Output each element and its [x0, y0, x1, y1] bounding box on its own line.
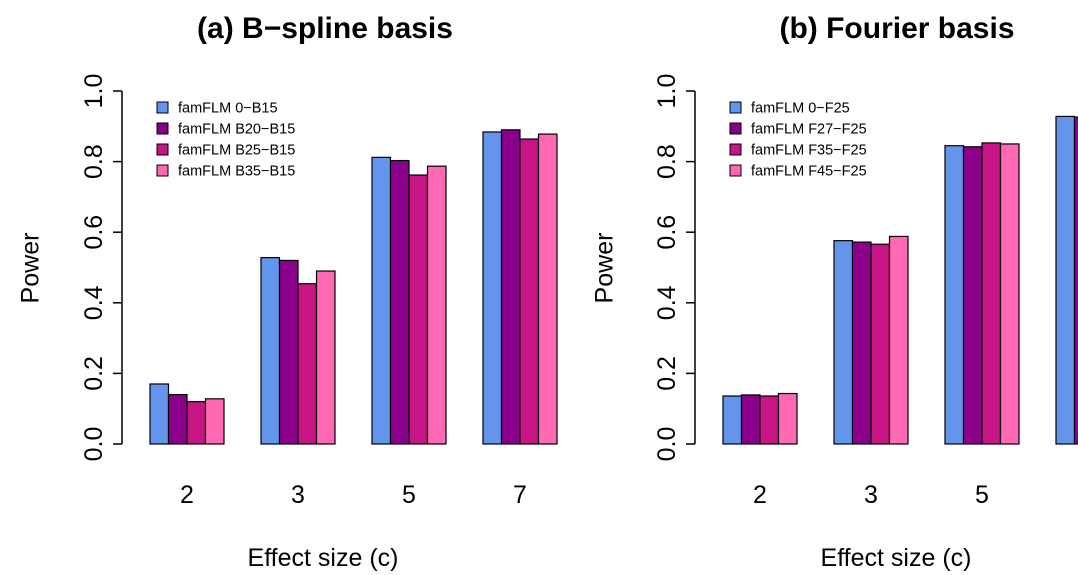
y-tick-label: 1.0: [80, 74, 108, 109]
legend-entry: famFLM F45−F25: [751, 164, 867, 180]
y-tick-label: 0.0: [653, 427, 681, 462]
bar-series-3-cat-3: [297, 283, 318, 445]
bar-series-1-cat-2: [149, 383, 170, 445]
bar-series-3-cat-5: [408, 174, 429, 445]
x-axis-label: Effect size (c): [821, 544, 972, 572]
legend-entry: famFLM 0−B15: [178, 101, 278, 117]
y-tick-label: 0.2: [80, 356, 108, 391]
bar-series-3-cat-3: [870, 243, 891, 445]
y-tick-label: 1.0: [653, 74, 681, 109]
y-tick-label: 0.2: [653, 356, 681, 391]
y-tick-label: 0.8: [653, 144, 681, 179]
bar-series-4-cat-5: [426, 165, 447, 445]
x-axis-label: Effect size (c): [248, 544, 399, 572]
bar-series-2-cat-3: [851, 241, 872, 445]
x-category-label: 3: [864, 481, 878, 509]
legend-swatch: [156, 101, 169, 114]
bar-series-1-cat-3: [833, 240, 854, 445]
bar-series-4-cat-5: [999, 143, 1020, 445]
legend-swatch: [156, 164, 169, 177]
bar-series-3-cat-5: [981, 142, 1002, 445]
y-tick-label: 0.4: [653, 285, 681, 320]
legend-swatch: [729, 122, 742, 135]
y-tick-label: 0.8: [80, 144, 108, 179]
legend-entry: famFLM F35−F25: [751, 143, 867, 159]
x-category-label: 5: [402, 481, 416, 509]
legend-swatch: [729, 164, 742, 177]
bar-series-4-cat-3: [888, 235, 909, 445]
bar-series-4-cat-2: [204, 398, 225, 445]
bar-series-1-cat-7: [1055, 115, 1076, 445]
panel-a: (a) B−spline basis 0.0 0.2 0.4 0.6 0.8 1.0 Powe…: [17, 12, 558, 572]
bar-series-1-cat-3: [260, 257, 281, 445]
panel-b: (b) Fourier basis 0.0 0.2 0.4 0.6 0.8 1.0 Power…: [591, 12, 1078, 572]
y-tick-label: 0.6: [653, 215, 681, 250]
legend-entry: famFLM 0−F25: [751, 101, 850, 117]
bar-series-2-cat-7: [500, 129, 521, 445]
x-category-label: 5: [975, 481, 989, 509]
y-axis-label: Power: [17, 233, 45, 304]
bar-series-3-cat-7: [519, 138, 540, 445]
bar-series-1-cat-5: [944, 145, 965, 445]
bar-series-1-cat-5: [371, 156, 392, 445]
y-axis-label: Power: [591, 233, 619, 304]
y-tick-label: 0.6: [80, 215, 108, 250]
panel-title: (a) B−spline basis: [197, 12, 453, 45]
bar-series-2-cat-5: [389, 159, 410, 445]
legend-swatch: [156, 143, 169, 156]
legend: famFLM 0−F25 famFLM F27−F25 famFLM F35−F25…: [729, 101, 867, 180]
legend: famFLM 0−B15 famFLM B20−B15 famFLM B25−B15…: [156, 101, 295, 180]
legend-swatch: [729, 143, 742, 156]
bar-series-2-cat-2: [167, 393, 188, 445]
bar-series-4-cat-3: [315, 270, 336, 445]
panel-title: (b) Fourier basis: [779, 12, 1014, 45]
bar-series-3-cat-2: [759, 395, 780, 445]
legend-swatch: [156, 122, 169, 135]
y-tick-label: 0.0: [80, 427, 108, 462]
x-category-label: 2: [753, 481, 767, 509]
bar-series-1-cat-2: [722, 395, 743, 445]
y-tick-label: 0.4: [80, 285, 108, 320]
x-category-label: 2: [180, 481, 194, 509]
bar-series-4-cat-7: [537, 133, 558, 445]
legend-entry: famFLM B25−B15: [178, 143, 295, 159]
bar-series-3-cat-2: [186, 401, 207, 445]
legend-entry: famFLM F27−F25: [751, 122, 867, 138]
legend-swatch: [729, 101, 742, 114]
x-category-label: 7: [513, 481, 527, 509]
bar-series-2-cat-7: [1073, 116, 1078, 445]
bar-series-1-cat-7: [482, 131, 503, 445]
bar-series-2-cat-3: [278, 259, 299, 445]
bar-series-4-cat-2: [777, 392, 798, 445]
legend-entry: famFLM B35−B15: [178, 164, 295, 180]
x-category-label: 3: [291, 481, 305, 509]
bar-series-2-cat-2: [740, 394, 761, 445]
bar-series-2-cat-5: [962, 146, 983, 445]
legend-entry: famFLM B20−B15: [178, 122, 295, 138]
